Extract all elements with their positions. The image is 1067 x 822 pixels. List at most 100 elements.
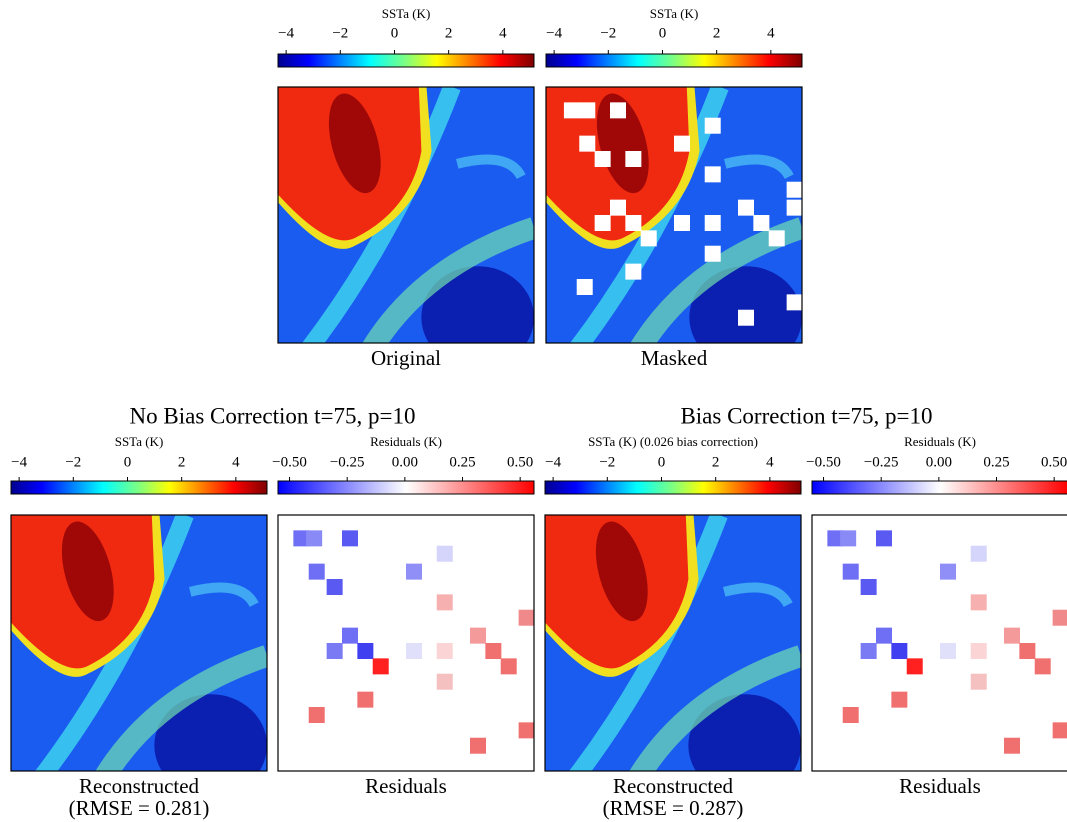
residual-cell bbox=[308, 563, 325, 580]
residual-cell bbox=[293, 530, 310, 547]
mask-cell bbox=[786, 181, 802, 198]
heatmap bbox=[544, 514, 802, 772]
heatmap-image bbox=[278, 87, 534, 343]
frame bbox=[10, 514, 268, 772]
tick-label: 0.25 bbox=[983, 454, 1009, 470]
mask-cell bbox=[625, 151, 642, 167]
residual-cell bbox=[876, 627, 892, 644]
tick-label: 0.00 bbox=[392, 454, 418, 470]
frame bbox=[277, 514, 535, 772]
colorbar-label: Residuals (K) bbox=[370, 434, 442, 449]
residual-cell bbox=[940, 643, 956, 659]
caption: Reconstructed bbox=[613, 774, 734, 798]
streak bbox=[362, 217, 534, 343]
residual-cell bbox=[876, 530, 892, 547]
tick-label: −0.50 bbox=[806, 454, 841, 470]
residual-cell bbox=[1004, 627, 1020, 644]
residual-cell bbox=[436, 673, 453, 690]
mask-cell bbox=[576, 279, 593, 295]
mask-cell bbox=[640, 230, 657, 247]
deep-blue bbox=[421, 266, 534, 343]
frame bbox=[811, 514, 1067, 772]
mask-cell bbox=[786, 294, 802, 311]
mask-cell bbox=[738, 199, 754, 216]
tick-label: 0.50 bbox=[1041, 454, 1067, 470]
residual-cell bbox=[470, 627, 486, 644]
tick-label: −4 bbox=[11, 454, 27, 470]
heatmap-image bbox=[546, 87, 802, 343]
residual-cell bbox=[860, 643, 877, 659]
residual-cell bbox=[827, 530, 844, 547]
mask-cell bbox=[704, 166, 721, 183]
residual-cell bbox=[1052, 609, 1067, 626]
residual-cell bbox=[357, 691, 374, 708]
mask-cell bbox=[625, 263, 642, 280]
colorbar-label: SSTa (K) bbox=[382, 6, 431, 21]
heatmap-image bbox=[812, 515, 1067, 771]
residual-cell bbox=[1004, 737, 1020, 754]
tick-label: −2 bbox=[599, 454, 615, 470]
mask-cell bbox=[610, 199, 626, 216]
group-title: Bias Correction t=75, p=10 bbox=[680, 403, 932, 428]
colorbar bbox=[544, 480, 802, 495]
streak bbox=[569, 515, 728, 771]
residual-cell bbox=[1034, 658, 1051, 675]
residual-cell bbox=[906, 658, 923, 675]
tick-label: 2 bbox=[445, 25, 453, 41]
mask-cell bbox=[738, 309, 754, 326]
residual-cell bbox=[518, 609, 534, 626]
hot-core bbox=[61, 521, 114, 622]
tick-label: −2 bbox=[65, 454, 81, 470]
mask-cell bbox=[579, 135, 596, 152]
frame bbox=[277, 86, 535, 344]
subcaption: (RMSE = 0.287) bbox=[603, 796, 744, 820]
colorbar-label: SSTa (K) (0.026 bias correction) bbox=[588, 434, 758, 449]
heatmap bbox=[277, 86, 535, 344]
mask-cell bbox=[625, 215, 642, 231]
hot-core bbox=[328, 93, 381, 194]
tick-label: 4 bbox=[232, 454, 240, 470]
tick-label: 4 bbox=[766, 454, 774, 470]
residual-cell bbox=[326, 643, 343, 659]
residual-cell bbox=[342, 627, 358, 644]
heatmap bbox=[545, 86, 803, 344]
residual-cell bbox=[308, 707, 325, 723]
tick-label: 4 bbox=[499, 25, 507, 41]
residual-cell bbox=[940, 563, 956, 580]
colorbar-label: SSTa (K) bbox=[115, 434, 164, 449]
streak bbox=[629, 645, 801, 771]
mask-cell bbox=[704, 117, 721, 134]
tick-label: −2 bbox=[332, 25, 348, 41]
frame bbox=[545, 86, 803, 344]
streak bbox=[95, 645, 267, 771]
tick-label: 2 bbox=[712, 454, 720, 470]
tick-label: 0.50 bbox=[507, 454, 533, 470]
residual-cell bbox=[406, 563, 422, 580]
streak bbox=[35, 515, 194, 771]
hot-core bbox=[595, 521, 648, 622]
caption: Masked bbox=[641, 346, 708, 370]
caption: Residuals bbox=[899, 774, 981, 798]
residual-cell bbox=[860, 579, 877, 595]
residual-cell bbox=[326, 579, 343, 595]
colorbar bbox=[545, 53, 803, 68]
residual-cell bbox=[840, 530, 857, 547]
tick-label: 0 bbox=[391, 25, 399, 41]
residual-cell bbox=[357, 643, 374, 659]
mask-cell bbox=[704, 245, 721, 262]
tick-label: 0 bbox=[124, 454, 132, 470]
heatmap bbox=[277, 514, 535, 772]
mask-cell bbox=[610, 102, 626, 119]
group-title: No Bias Correction t=75, p=10 bbox=[130, 403, 416, 428]
colorbar bbox=[277, 480, 535, 495]
tick-label: 0 bbox=[659, 25, 667, 41]
residual-cell bbox=[436, 643, 453, 659]
tick-label: 2 bbox=[713, 25, 721, 41]
caption: Residuals bbox=[365, 774, 447, 798]
mask-cell bbox=[594, 151, 611, 167]
mask-cell bbox=[563, 102, 580, 119]
colorbar bbox=[277, 53, 535, 68]
residual-cell bbox=[342, 530, 358, 547]
tick-label: 0.25 bbox=[449, 454, 475, 470]
